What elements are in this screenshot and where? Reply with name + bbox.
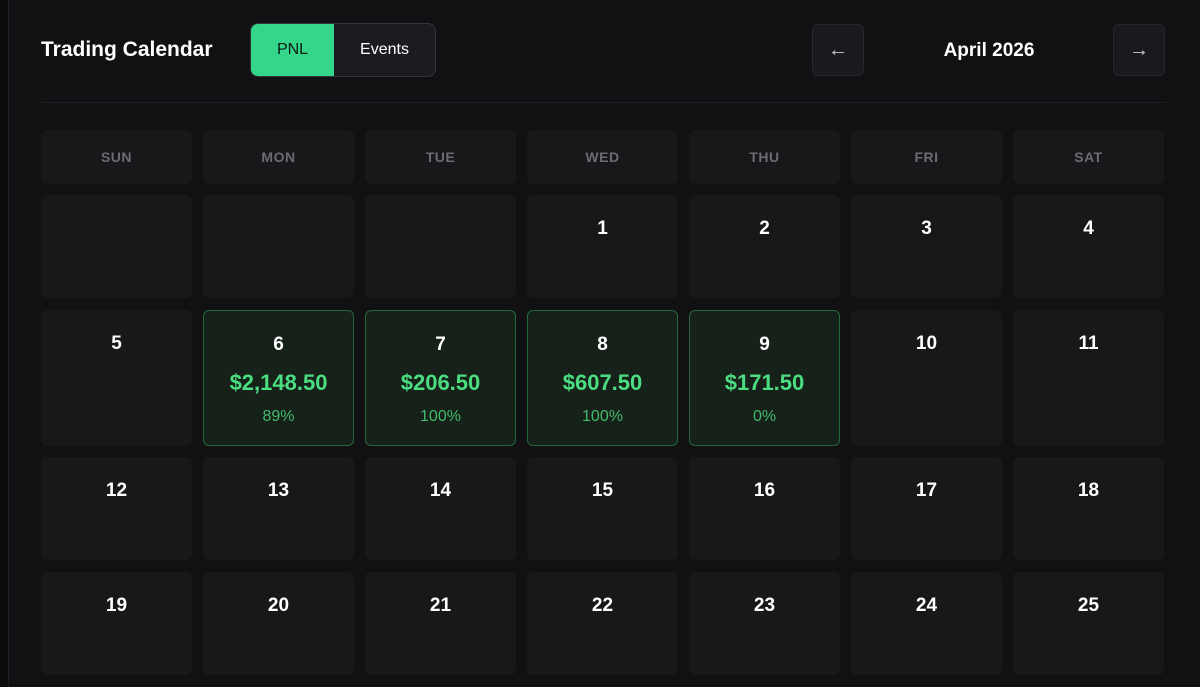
day-number: 14 <box>429 480 452 501</box>
pnl-amount: $206.50 <box>400 370 481 395</box>
day-number: 4 <box>1083 218 1094 239</box>
day-number: 20 <box>267 595 290 616</box>
day-cell[interactable]: 23 <box>689 572 840 675</box>
title: Trading Calendar <box>41 38 213 61</box>
day-number: 17 <box>915 480 938 501</box>
day-cell <box>41 195 192 298</box>
day-number: 21 <box>429 595 452 616</box>
prev-button[interactable]: ← <box>812 24 864 76</box>
day-cell[interactable]: 15 <box>527 457 678 560</box>
day-cell[interactable]: 9 $171.50 0% <box>689 310 840 446</box>
month-label: April 2026 <box>943 40 1035 61</box>
weekday-header: TUE <box>365 130 516 184</box>
tab-events[interactable]: Events <box>360 41 409 58</box>
day-number: 15 <box>591 480 614 501</box>
tab-group: PNL Events <box>250 23 436 77</box>
win-rate: 100% <box>582 408 623 425</box>
day-number: 3 <box>921 218 932 239</box>
day-number: 11 <box>1078 333 1099 354</box>
day-number: 13 <box>267 480 290 501</box>
day-cell[interactable]: 17 <box>851 457 1002 560</box>
day-number: 12 <box>105 480 128 501</box>
day-number: 19 <box>105 595 128 616</box>
day-number: 8 <box>597 334 608 355</box>
day-cell[interactable]: 3 <box>851 195 1002 298</box>
day-cell <box>203 195 354 298</box>
weekday-header: THU <box>689 130 840 184</box>
day-number: 23 <box>753 595 776 616</box>
day-number: 18 <box>1077 480 1100 501</box>
pnl-amount: $171.50 <box>724 370 805 395</box>
day-number: 9 <box>759 334 770 355</box>
day-cell[interactable]: 18 <box>1013 457 1164 560</box>
day-cell[interactable]: 6 $2,148.50 89% <box>203 310 354 446</box>
day-number: 24 <box>915 595 938 616</box>
day-cell <box>365 195 516 298</box>
day-cell[interactable]: 16 <box>689 457 840 560</box>
day-number: 16 <box>753 480 776 501</box>
day-cell[interactable]: 13 <box>203 457 354 560</box>
weekday-header: WED <box>527 130 678 184</box>
day-cell[interactable]: 24 <box>851 572 1002 675</box>
day-number: 10 <box>915 333 938 354</box>
weekday-header: SAT <box>1013 130 1164 184</box>
day-number: 22 <box>591 595 614 616</box>
day-cell[interactable]: 22 <box>527 572 678 675</box>
day-cell[interactable]: 4 <box>1013 195 1164 298</box>
weekday-header: SUN <box>41 130 192 184</box>
next-button[interactable]: → <box>1113 24 1165 76</box>
day-cell[interactable]: 21 <box>365 572 516 675</box>
tab-pnl[interactable]: PNL <box>251 24 334 76</box>
weekday-header: MON <box>203 130 354 184</box>
day-number: 5 <box>111 333 122 354</box>
day-cell[interactable]: 14 <box>365 457 516 560</box>
day-number: 25 <box>1077 595 1100 616</box>
day-cell[interactable]: 25 <box>1013 572 1164 675</box>
win-rate: 0% <box>752 408 777 425</box>
day-cell[interactable]: 12 <box>41 457 192 560</box>
day-number: 2 <box>759 218 770 239</box>
trading-calendar: Trading Calendar PNL Events ← April 2026… <box>8 0 1200 687</box>
win-rate: 100% <box>420 408 461 425</box>
day-cell[interactable]: 7 $206.50 100% <box>365 310 516 446</box>
day-number: 1 <box>597 218 608 239</box>
day-cell[interactable]: 2 <box>689 195 840 298</box>
weekday-header: FRI <box>851 130 1002 184</box>
day-cell[interactable]: 5 <box>41 310 192 446</box>
day-cell[interactable]: 11 <box>1013 310 1164 446</box>
day-cell[interactable]: 8 $607.50 100% <box>527 310 678 446</box>
day-cell[interactable]: 10 <box>851 310 1002 446</box>
day-cell[interactable]: 19 <box>41 572 192 675</box>
win-rate: 89% <box>262 408 295 425</box>
divider <box>41 102 1166 103</box>
day-cell[interactable]: 1 <box>527 195 678 298</box>
pnl-amount: $607.50 <box>562 370 643 395</box>
day-number: 6 <box>273 334 284 355</box>
day-number: 7 <box>435 334 446 355</box>
pnl-amount: $2,148.50 <box>229 370 328 395</box>
day-cell[interactable]: 20 <box>203 572 354 675</box>
